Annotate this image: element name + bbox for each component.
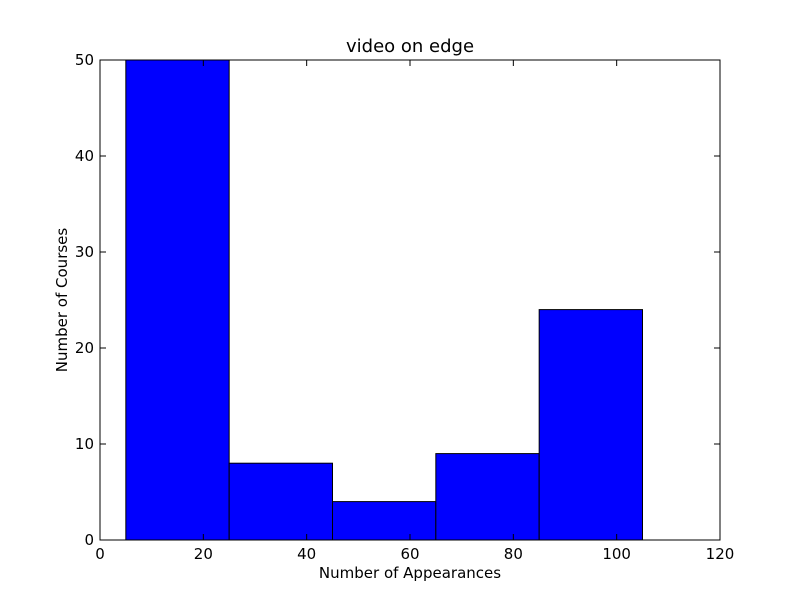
x-tick-label: 120 — [706, 545, 735, 563]
x-axis-label: Number of Appearances — [319, 564, 501, 582]
histogram-bar-5 — [538, 309, 644, 541]
y-tick-label: 20 — [75, 339, 94, 357]
histogram-bar-2 — [228, 462, 334, 541]
histogram-bar-1 — [125, 59, 230, 541]
y-tick-label: 30 — [75, 243, 94, 261]
chart-title: video on edge — [346, 36, 474, 57]
bars-layer — [125, 59, 644, 541]
y-tick-label: 10 — [75, 435, 94, 453]
histogram-bar-3 — [332, 501, 437, 541]
x-tick-label: 60 — [400, 545, 419, 563]
y-tick-label: 40 — [75, 147, 94, 165]
x-tick-label: 40 — [297, 545, 316, 563]
y-tick-label: 50 — [75, 51, 94, 69]
x-tick-label: 0 — [95, 545, 105, 563]
x-tick-label: 80 — [504, 545, 523, 563]
y-axis-label: Number of Courses — [53, 228, 71, 373]
x-tick-label: 20 — [194, 545, 213, 563]
histogram-bar-4 — [435, 453, 540, 541]
x-tick-label: 100 — [602, 545, 631, 563]
y-tick-label: 0 — [84, 531, 94, 549]
y-axis-ticks: 0 10 20 30 40 50 — [75, 51, 720, 549]
x-axis-ticks: 0 20 40 60 80 100 120 — [95, 60, 734, 563]
